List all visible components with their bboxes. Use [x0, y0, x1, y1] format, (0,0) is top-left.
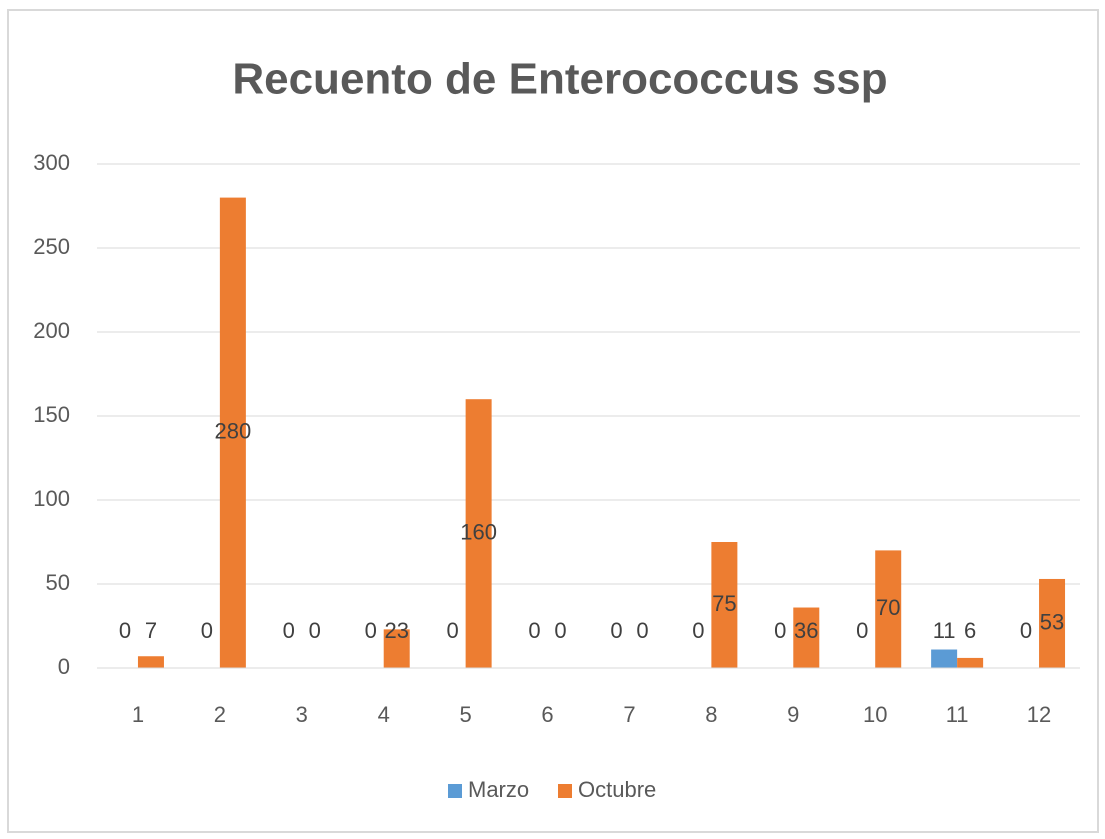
data-label: 0: [1020, 618, 1032, 643]
data-label: 0: [856, 618, 868, 643]
y-tick-label: 150: [33, 402, 70, 427]
y-tick-label: 0: [58, 654, 70, 679]
bar: [383, 629, 410, 668]
data-label: 0: [283, 618, 295, 643]
x-tick-label: 1: [132, 702, 144, 727]
data-label: 0: [528, 618, 540, 643]
bar: [137, 656, 164, 668]
bar: [931, 649, 958, 668]
y-tick-label: 200: [33, 318, 70, 343]
chart-border: [7, 9, 1099, 833]
x-tick-label: 7: [623, 702, 635, 727]
data-label: 0: [610, 618, 622, 643]
data-label: 280: [215, 419, 252, 444]
x-tick-label: 11: [946, 702, 969, 727]
x-tick-label: 4: [378, 702, 390, 727]
y-tick-label: 100: [33, 486, 70, 511]
bar: [1039, 578, 1066, 668]
legend-swatch: [448, 784, 462, 798]
bar: [465, 399, 492, 668]
data-label: 23: [384, 618, 408, 643]
x-tick-label: 2: [214, 702, 226, 727]
bar: [875, 550, 902, 668]
x-tick-label: 8: [705, 702, 717, 727]
bar: [793, 607, 820, 668]
data-label: 160: [460, 519, 497, 544]
x-tick-label: 5: [460, 702, 472, 727]
data-label: 11: [933, 618, 956, 643]
data-label: 70: [876, 595, 900, 620]
data-label: 36: [794, 618, 818, 643]
data-label: 0: [554, 618, 566, 643]
data-label: 53: [1040, 609, 1064, 634]
data-label: 0: [201, 618, 213, 643]
data-label: 0: [365, 618, 377, 643]
bar: [219, 197, 246, 668]
legend-swatch: [558, 784, 572, 798]
data-label: 0: [447, 618, 459, 643]
x-tick-label: 9: [787, 702, 799, 727]
legend-label: Marzo: [468, 777, 529, 802]
data-label: 0: [692, 618, 704, 643]
chart-title: Recuento de Enterococcus ssp: [232, 55, 887, 104]
y-tick-label: 50: [46, 570, 70, 595]
data-label: 0: [774, 618, 786, 643]
y-tick-label: 300: [33, 150, 70, 175]
data-label: 75: [712, 591, 736, 616]
x-tick-label: 3: [296, 702, 308, 727]
data-label: 0: [309, 618, 321, 643]
x-tick-label: 10: [863, 702, 887, 727]
data-label: 0: [636, 618, 648, 643]
legend-label: Octubre: [578, 777, 656, 802]
data-label: 7: [145, 618, 157, 643]
bar: [957, 657, 984, 668]
data-label: 0: [119, 618, 131, 643]
y-tick-label: 250: [33, 234, 70, 259]
data-label: 6: [964, 618, 976, 643]
x-tick-label: 12: [1027, 702, 1051, 727]
x-tick-label: 6: [541, 702, 553, 727]
bar: [711, 542, 738, 668]
